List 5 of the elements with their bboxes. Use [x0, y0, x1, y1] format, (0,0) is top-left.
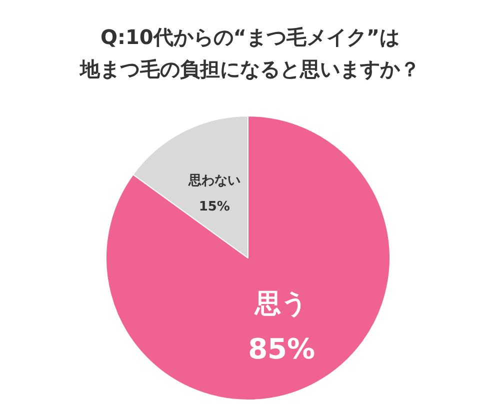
- slice-label: 思う: [254, 288, 308, 319]
- chart-title: Q:10代からの“まつ毛メイク”は地まつ毛の負担になると思いますか？: [79, 25, 420, 81]
- slice-label: 思わない: [187, 174, 240, 189]
- data-label: 85%: [248, 332, 316, 366]
- data-label: 15%: [198, 200, 230, 215]
